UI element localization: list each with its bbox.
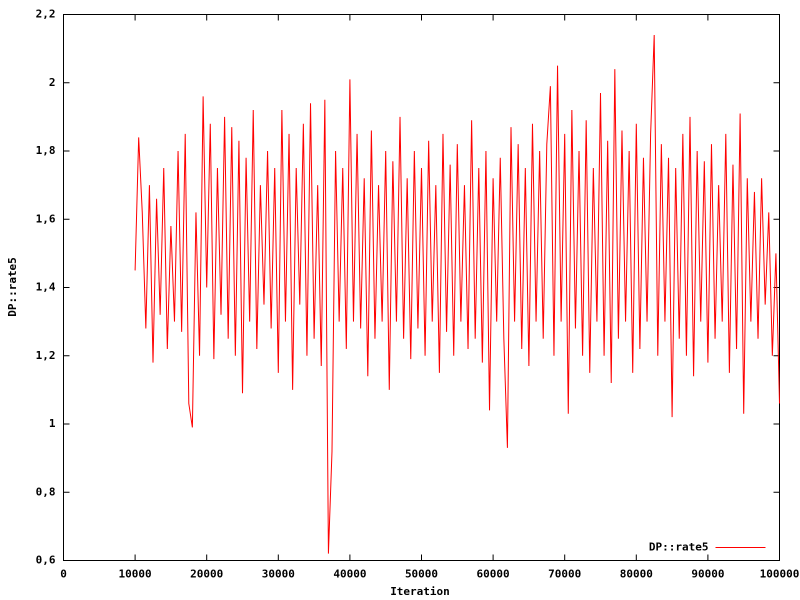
- data-line: [134, 34, 780, 554]
- x-tick-label: 70000: [548, 568, 581, 581]
- x-axis-label: Iteration: [390, 585, 450, 598]
- x-tick-label: 30000: [262, 568, 295, 581]
- y-tick-label: 0,6: [36, 554, 56, 567]
- x-tick-label: 40000: [333, 568, 366, 581]
- x-tick-label: 60000: [477, 568, 510, 581]
- y-tick-label: 2: [49, 76, 56, 89]
- x-tick-label: 100000: [760, 568, 800, 581]
- y-tick-label: 1,2: [36, 349, 56, 362]
- plot-frame: [63, 14, 780, 561]
- y-tick-label: 1,4: [36, 281, 56, 294]
- y-tick-label: 1: [49, 417, 56, 430]
- x-tick-label: 80000: [620, 568, 653, 581]
- y-tick-label: 1,6: [36, 212, 56, 225]
- x-tick-label: 50000: [405, 568, 438, 581]
- x-tick-label: 20000: [190, 568, 223, 581]
- x-tick-label: 10000: [119, 568, 152, 581]
- x-tick-label: 90000: [691, 568, 724, 581]
- legend-label: DP::rate5: [649, 541, 709, 554]
- y-tick-label: 2,2: [36, 8, 56, 21]
- x-tick-label: 0: [60, 568, 67, 581]
- y-tick-label: 1,8: [36, 144, 56, 157]
- y-tick-label: 0,8: [36, 485, 56, 498]
- y-axis-label: DP::rate5: [6, 257, 19, 317]
